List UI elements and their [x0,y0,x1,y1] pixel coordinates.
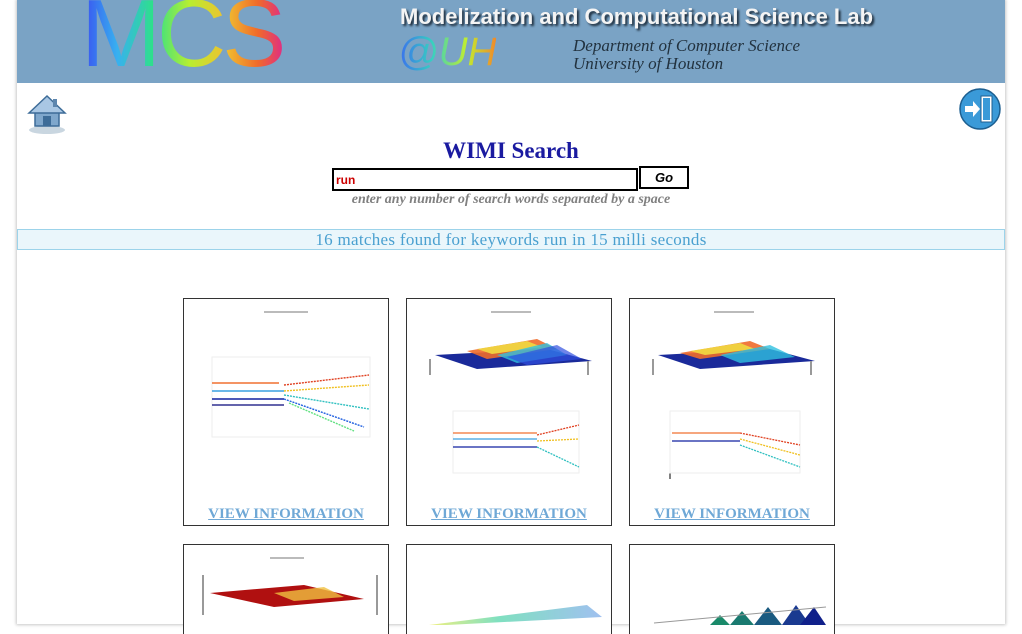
result-card: VIEW INFORMATION [406,298,612,526]
result-thumbnail[interactable] [630,299,836,499]
result-card [406,544,612,634]
site-banner: MCS @UH Modelization and Computational S… [17,0,1005,83]
mcs-logo[interactable]: MCS [81,0,286,82]
university-name: University of Houston [573,54,724,73]
view-information-link[interactable]: VIEW INFORMATION [208,506,364,522]
result-thumbnail[interactable] [630,545,836,625]
result-card [629,544,835,634]
lab-title: Modelization and Computational Science L… [400,4,874,29]
view-information-link[interactable]: VIEW INFORMATION [654,506,810,522]
view-information-link[interactable]: VIEW INFORMATION [431,506,587,522]
go-button[interactable]: Go [639,166,689,189]
result-card: VIEW INFORMATION [629,298,835,526]
uh-logo: @UH [398,30,497,74]
result-thumbnail[interactable] [407,545,613,625]
logout-icon[interactable] [959,88,1001,130]
result-thumbnail[interactable] [184,545,390,625]
results-summary: 16 matches found for keywords run in 15 … [17,229,1005,250]
page-frame: MCS @UH Modelization and Computational S… [17,0,1005,634]
result-thumbnail[interactable] [184,299,390,499]
result-card [183,544,389,634]
home-icon[interactable] [25,90,69,136]
department-info: Department of Computer Science Universit… [573,37,800,73]
search-input[interactable] [332,168,638,191]
search-hint: enter any number of search words separat… [351,192,671,207]
result-thumbnail[interactable] [407,299,613,499]
search-title: WIMI Search [443,138,579,163]
result-card: VIEW INFORMATION [183,298,389,526]
department-name: Department of Computer Science [573,36,801,55]
